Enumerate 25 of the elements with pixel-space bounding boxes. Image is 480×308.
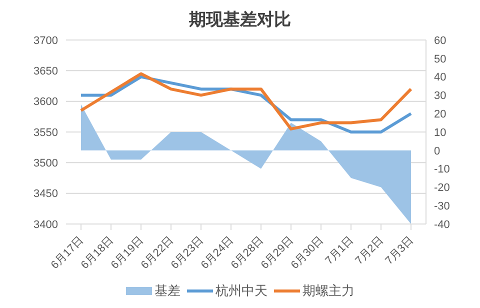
- y2-tick-label: 60: [434, 34, 446, 47]
- y2-tick-label: -40: [434, 218, 450, 231]
- y-tick-label: 3700: [34, 34, 58, 47]
- legend-label: 基差: [154, 282, 180, 300]
- y-tick-label: 3600: [34, 96, 58, 108]
- y-tick-label: 3650: [34, 66, 58, 78]
- y2-tick-label: 10: [434, 126, 446, 139]
- x-tick-label: 7月1日: [323, 234, 356, 268]
- y-tick-label: 3450: [34, 188, 58, 200]
- chart-title: 期现基差对比: [188, 9, 292, 31]
- y-tick-label: 3550: [34, 126, 58, 139]
- y-tick-label: 3400: [34, 218, 58, 231]
- y2-tick-label: -20: [434, 182, 450, 194]
- legend-label: 期螺主力: [302, 282, 354, 300]
- legend-label: 杭州中天: [214, 282, 268, 300]
- y2-tick-label: -30: [434, 200, 450, 213]
- y2-tick-label: 30: [434, 90, 446, 102]
- x-tick-label: 7月3日: [383, 234, 416, 268]
- y-tick-label: 3500: [34, 158, 58, 170]
- x-tick-label: 7月2日: [353, 234, 386, 268]
- y2-tick-label: 0: [434, 145, 440, 158]
- y2-tick-label: 40: [434, 72, 446, 84]
- y2-tick-label: -10: [434, 164, 450, 176]
- y2-tick-label: 50: [434, 53, 446, 66]
- y2-tick-label: 20: [434, 108, 446, 121]
